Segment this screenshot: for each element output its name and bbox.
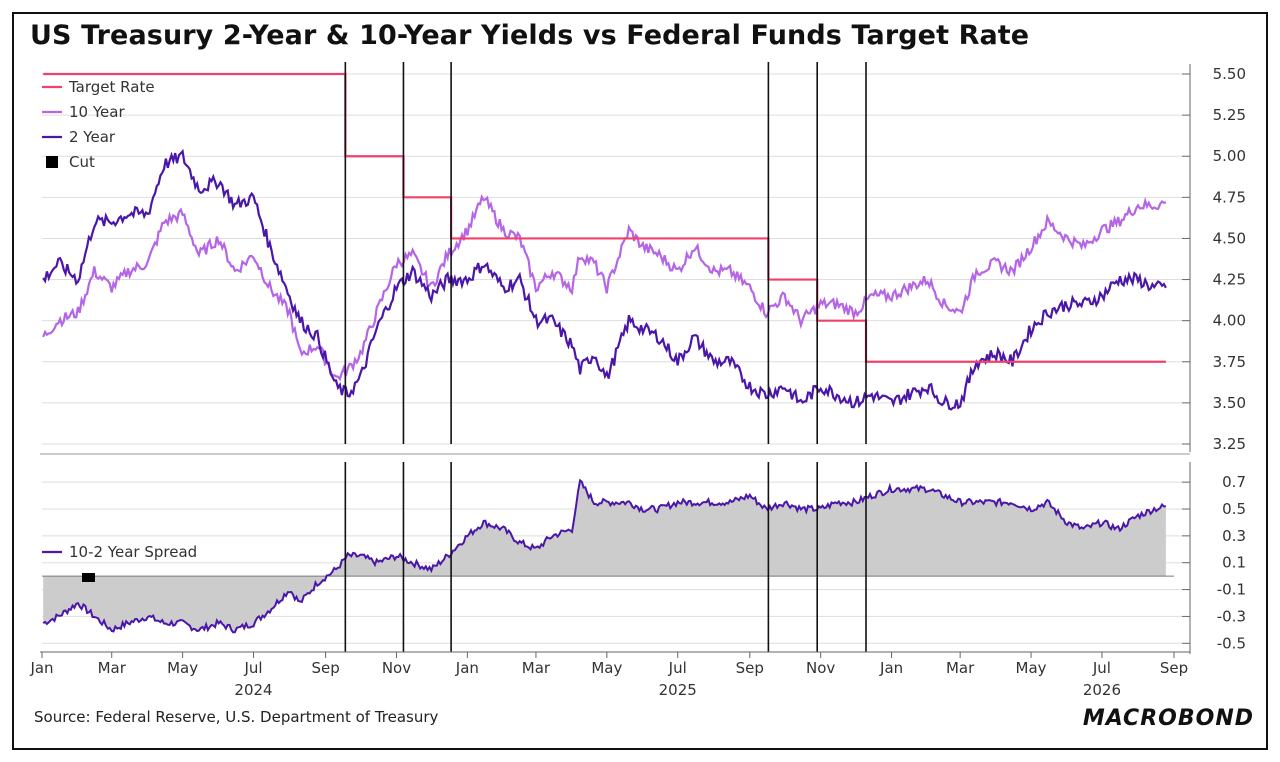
legend-swatch <box>46 156 58 168</box>
x-tick-label: Mar <box>98 659 127 677</box>
legend-label: 2 Year <box>69 128 116 146</box>
legend-label: Cut <box>69 153 95 171</box>
y-tick-label: 4.50 <box>1213 229 1246 247</box>
y-tick-label: 4.25 <box>1213 271 1246 289</box>
spread-line <box>42 478 1166 634</box>
axes: 5.50 5.25 5.00 4.75 4.50 4.25 4.00 3.75 3.50 3.25… <box>29 64 1246 699</box>
y-tick-label: -0.3 <box>1217 607 1246 625</box>
x-tick-label: Jan <box>455 659 479 677</box>
x-tick-label: May <box>167 659 198 677</box>
x-tick-label: Nov <box>806 659 835 677</box>
legend: Target Rate 10 Year 2 Year Cut 10-2 Year Spr… <box>42 78 197 582</box>
yields-panel <box>42 72 1167 411</box>
x-tick-label: Mar <box>946 659 975 677</box>
y-tick-label: 5.25 <box>1213 106 1246 124</box>
legend-label: 10-2 Year Spread <box>69 543 197 561</box>
ten-year-line <box>42 194 1167 382</box>
y-tick-label: 0.5 <box>1222 500 1246 518</box>
chart-frame <box>12 12 1268 750</box>
target-rate-line <box>43 72 1166 363</box>
x-tick-label: Mar <box>522 659 551 677</box>
spread-panel <box>42 478 1174 634</box>
y-tick-label: -0.5 <box>1217 634 1246 652</box>
x-year-label: 2025 <box>659 681 697 699</box>
y-tick-label: 5.50 <box>1213 65 1246 83</box>
x-tick-label: May <box>1016 659 1047 677</box>
y-tick-label: 0.7 <box>1222 473 1246 491</box>
x-tick-label: Jul <box>243 659 262 677</box>
y-tick-label: 0.3 <box>1222 527 1246 545</box>
y-tick-label: 0.1 <box>1222 554 1246 572</box>
yields-grid <box>42 73 1182 445</box>
x-tick-label: Sep <box>311 659 339 677</box>
chart-title: US Treasury 2-Year & 10-Year Yields vs F… <box>30 20 1030 51</box>
y-tick-label: 3.50 <box>1213 394 1246 412</box>
spread-area <box>43 480 1166 633</box>
x-tick-label: Jul <box>1092 659 1111 677</box>
legend-label: 10 Year <box>69 103 125 121</box>
x-tick-label: Nov <box>382 659 411 677</box>
y-tick-label: 4.75 <box>1213 188 1246 206</box>
y-tick-label: -0.1 <box>1217 581 1246 599</box>
y-tick-label: 3.75 <box>1213 353 1246 371</box>
y-tick-label: 5.00 <box>1213 147 1246 165</box>
x-tick-label: Jan <box>879 659 903 677</box>
macrobond-logo: MACROBOND <box>1082 706 1254 731</box>
x-tick-label: Jul <box>668 659 687 677</box>
cut-lines <box>344 62 867 652</box>
x-tick-label: Jan <box>29 659 53 677</box>
legend-label: Target Rate <box>68 78 155 96</box>
x-tick-label: Sep <box>1160 659 1188 677</box>
cut-marker <box>82 573 95 582</box>
x-year-label: 2026 <box>1083 681 1121 699</box>
y-tick-label: 3.25 <box>1213 435 1246 453</box>
two-year-line <box>42 148 1167 411</box>
x-tick-label: May <box>591 659 622 677</box>
source-note: Source: Federal Reserve, U.S. Department… <box>34 708 439 726</box>
y-tick-label: 4.00 <box>1213 312 1246 330</box>
x-tick-label: Sep <box>736 659 764 677</box>
x-year-label: 2024 <box>234 681 272 699</box>
